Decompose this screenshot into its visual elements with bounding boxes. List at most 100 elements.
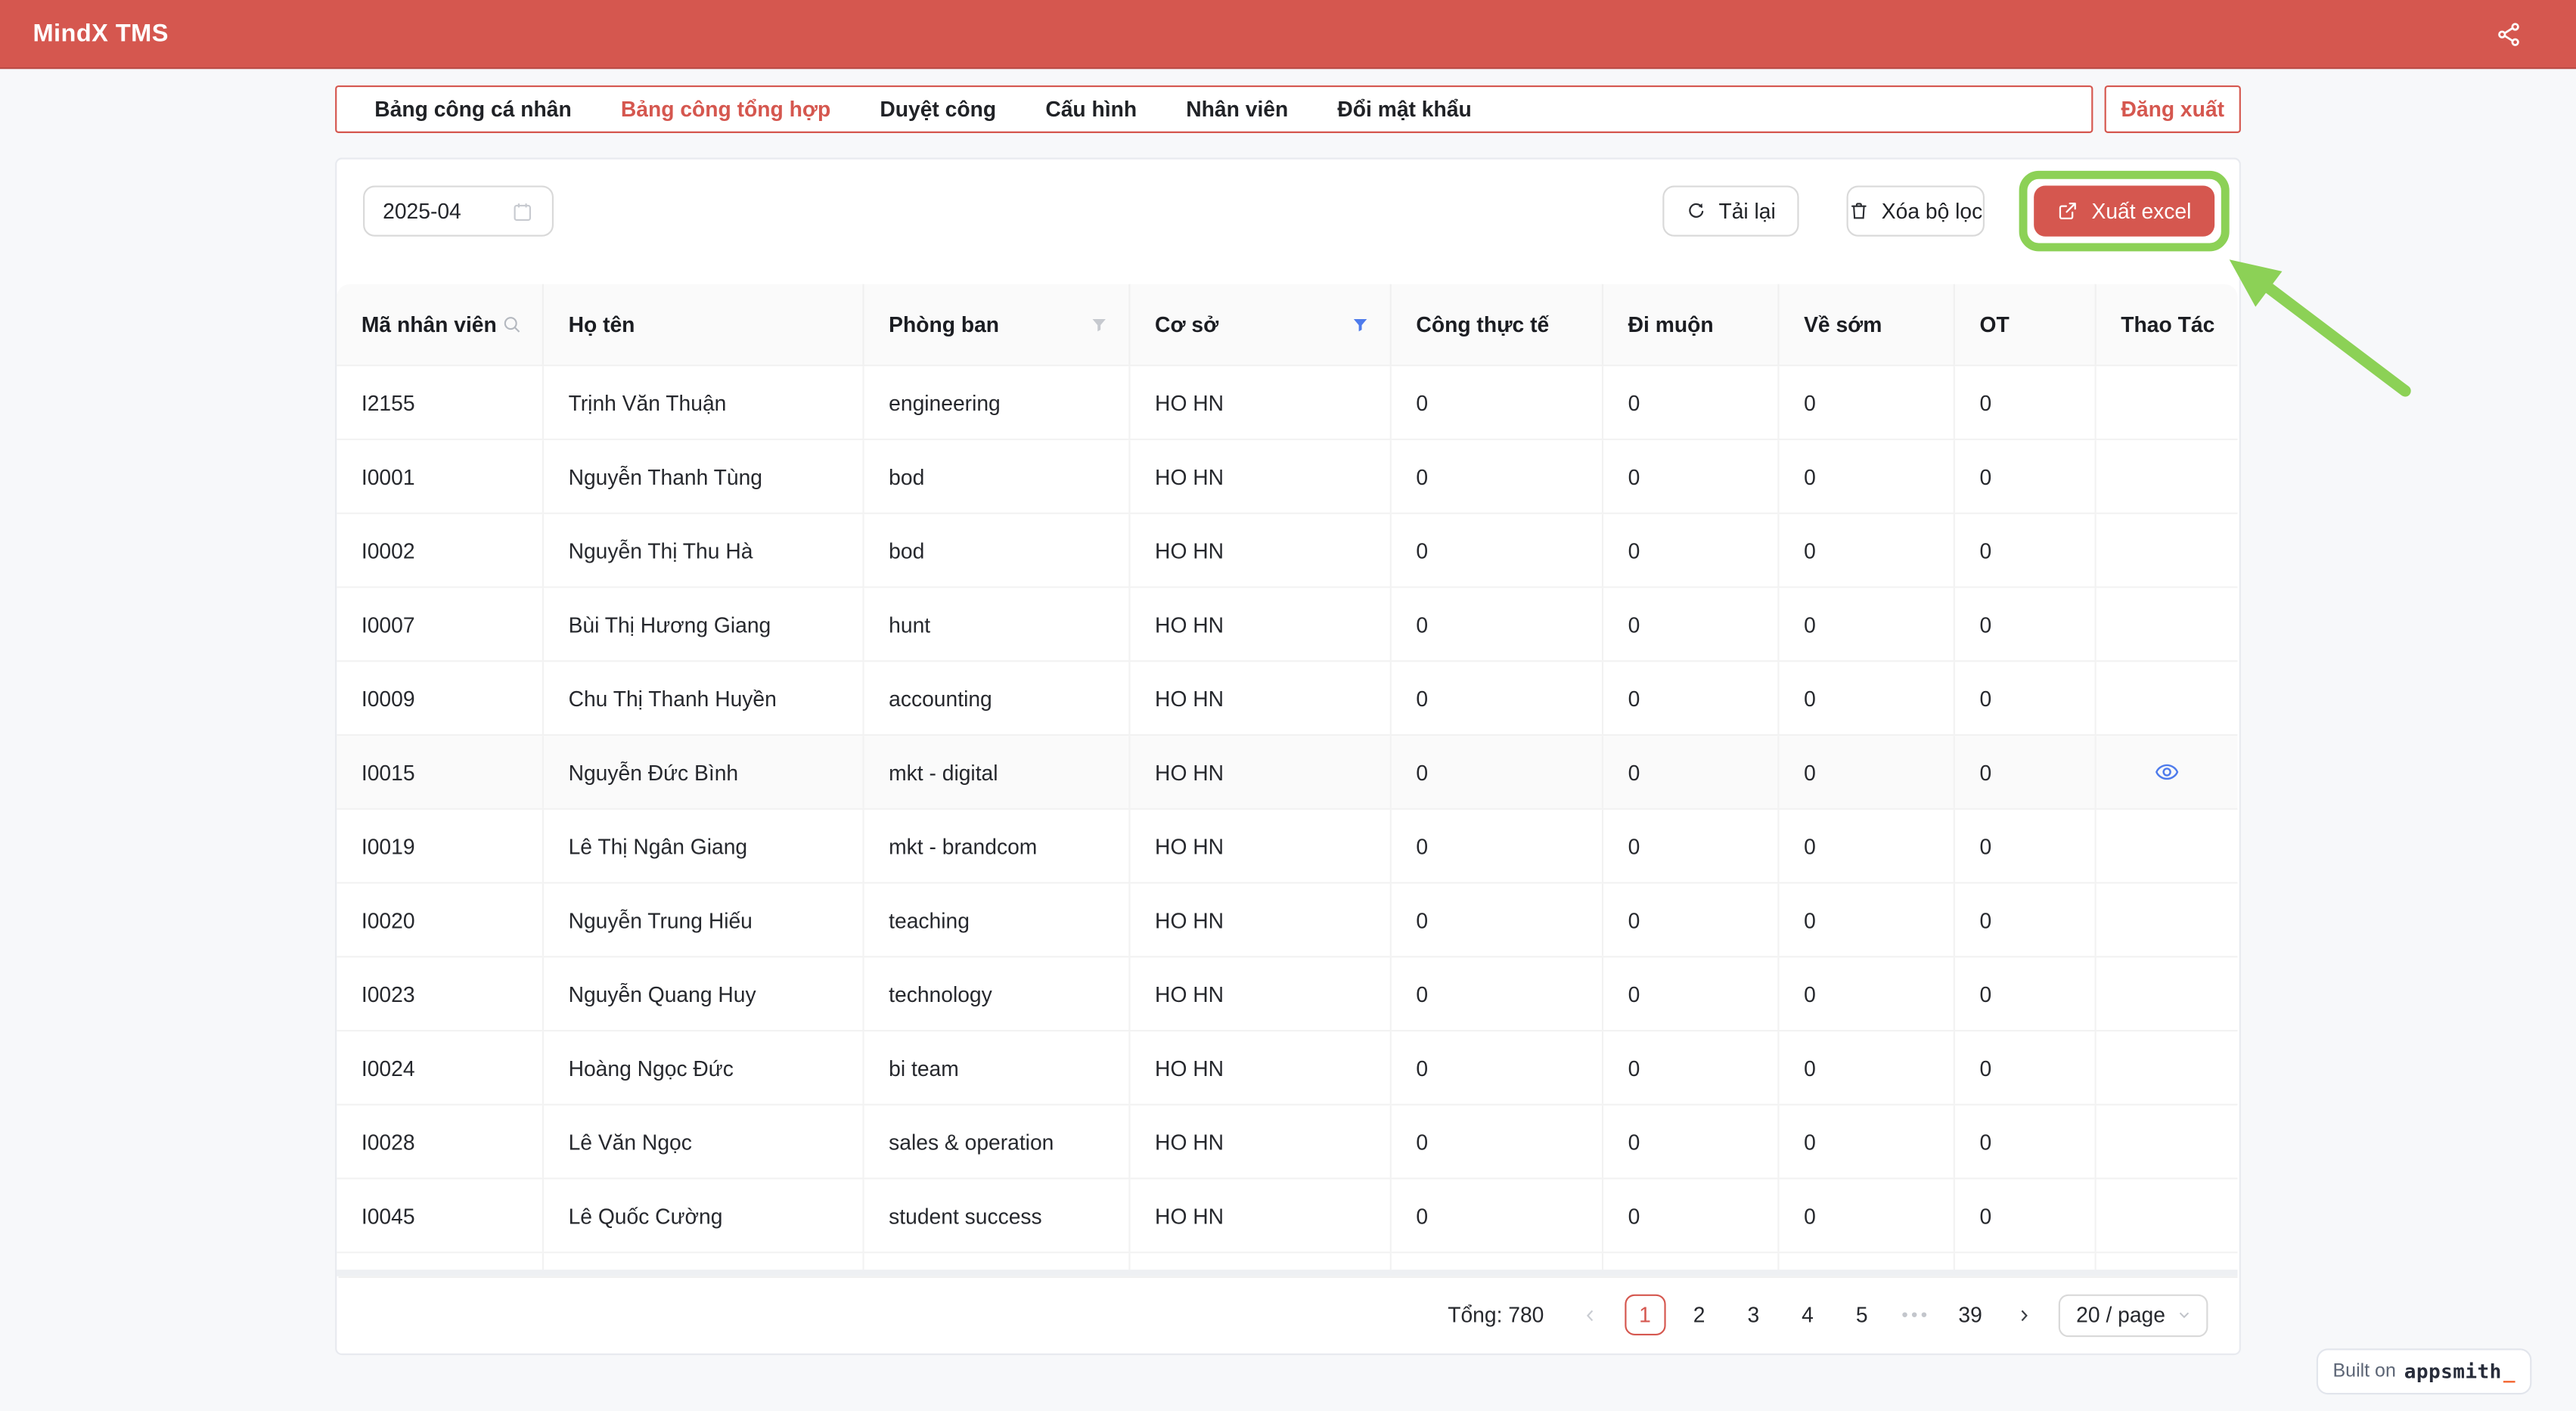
search-icon[interactable] (501, 314, 523, 335)
filter-icon[interactable] (1089, 315, 1109, 334)
cell (1392, 1253, 1603, 1270)
table-row[interactable]: I0028Lê Văn Ngọcsales & operationHO HN00… (337, 1106, 2237, 1180)
tab-duyệt-công[interactable]: Duyệt công (880, 97, 996, 122)
tab-nhân-viên[interactable]: Nhân viên (1186, 97, 1288, 122)
column-header-label: Họ tên (569, 312, 635, 337)
trash-icon (1848, 200, 1870, 222)
table-row[interactable]: I0045Lê Quốc Cườngstudent successHO HN00… (337, 1180, 2237, 1254)
cell: 0 (1955, 366, 2096, 439)
pagination-total: Tổng: 780 (1448, 1303, 1544, 1328)
cell: 0 (1955, 662, 2096, 734)
cell: mkt - brandcom (864, 810, 1131, 882)
cell: 0 (1603, 957, 1779, 1030)
column-header-label: Đi muộn (1628, 312, 1714, 337)
table-row-clipped (337, 1253, 2237, 1270)
cell: Nguyễn Trung Hiếu (544, 884, 864, 957)
cell: HO HN (1130, 957, 1391, 1030)
column-header-label: Thao Tác (2121, 312, 2214, 337)
prev-page-button[interactable] (1570, 1295, 1611, 1335)
main-card: 2025-04 Tải lại Xóa bộ lọc Xuất excel Mã… (335, 158, 2241, 1356)
cell: 0 (1779, 884, 1954, 957)
view-detail-eye-icon[interactable] (2153, 759, 2180, 786)
cell: accounting (864, 662, 1131, 734)
cell: I0009 (337, 662, 544, 734)
cell: Nguyễn Quang Huy (544, 957, 864, 1030)
page-button-4[interactable]: 4 (1787, 1295, 1828, 1335)
cell (1779, 1253, 1954, 1270)
tab-bảng-công-tổng-hợp[interactable]: Bảng công tổng hợp (621, 97, 830, 122)
cell (2096, 1253, 2236, 1270)
page-button-3[interactable]: 3 (1733, 1295, 1774, 1335)
action-cell (2096, 588, 2236, 661)
column-header: Phòng ban (864, 284, 1131, 364)
cell (1130, 1253, 1391, 1270)
reload-button[interactable]: Tải lại (1662, 185, 1799, 236)
cell: HO HN (1130, 1031, 1391, 1104)
table-row[interactable]: I0009Chu Thị Thanh HuyềnaccountingHO HN0… (337, 662, 2237, 736)
cell: I0015 (337, 736, 544, 808)
table-row[interactable]: I0001Nguyễn Thanh TùngbodHO HN0000 (337, 440, 2237, 514)
month-picker[interactable]: 2025-04 (363, 185, 554, 236)
cell: 0 (1603, 440, 1779, 513)
cell (337, 1253, 544, 1270)
cell: 0 (1392, 514, 1603, 587)
table-row[interactable]: I0020Nguyễn Trung HiếuteachingHO HN0000 (337, 884, 2237, 958)
cell: 0 (1603, 514, 1779, 587)
action-cell (2096, 440, 2236, 513)
page-button-39[interactable]: 39 (1950, 1295, 1991, 1335)
column-header-label: Mã nhân viên (362, 312, 497, 337)
cell: 0 (1955, 588, 2096, 661)
action-cell (2096, 1180, 2236, 1252)
page-button-5[interactable]: 5 (1842, 1295, 1882, 1335)
cell: 0 (1392, 884, 1603, 957)
tab-bảng-công-cá-nhân[interactable]: Bảng công cá nhân (374, 97, 571, 122)
column-header-label: Công thực tế (1416, 312, 1549, 337)
table-row[interactable]: I0002Nguyễn Thị Thu HàbodHO HN0000 (337, 514, 2237, 588)
app-title: MindX TMS (33, 20, 168, 48)
cell: HO HN (1130, 884, 1391, 957)
column-header-label: OT (1980, 312, 2010, 337)
cell: Nguyễn Thị Thu Hà (544, 514, 864, 587)
table-row[interactable]: I0019Lê Thị Ngân Giangmkt - brandcomHO H… (337, 810, 2237, 884)
cell: 0 (1392, 1106, 1603, 1178)
export-excel-label: Xuất excel (2092, 199, 2192, 224)
cell: hunt (864, 588, 1131, 661)
calendar-icon (511, 200, 534, 222)
next-page-button[interactable] (2004, 1295, 2045, 1335)
cell: 0 (1779, 1106, 1954, 1178)
clear-filter-button[interactable]: Xóa bộ lọc (1847, 185, 1985, 236)
export-excel-button[interactable]: Xuất excel (2034, 185, 2214, 236)
tab-cấu-hình[interactable]: Cấu hình (1045, 97, 1137, 122)
page-size-select[interactable]: 20 / page (2058, 1294, 2208, 1336)
table-row[interactable]: I2155Trịnh Văn ThuậnengineeringHO HN0000 (337, 366, 2237, 440)
page-button-1[interactable]: 1 (1625, 1295, 1665, 1335)
column-header: Công thực tế (1392, 284, 1603, 364)
action-cell (2096, 736, 2236, 808)
table-row[interactable]: I0024Hoàng Ngọc Đứcbi teamHO HN0000 (337, 1031, 2237, 1106)
table-row[interactable]: I0023Nguyễn Quang HuytechnologyHO HN0000 (337, 957, 2237, 1031)
action-cell (2096, 366, 2236, 439)
table-row[interactable]: I0015Nguyễn Đức Bìnhmkt - digitalHO HN00… (337, 736, 2237, 810)
chevron-down-icon (2175, 1306, 2193, 1324)
logout-button[interactable]: Đăng xuất (2105, 85, 2241, 133)
cell: I0020 (337, 884, 544, 957)
share-icon[interactable] (2496, 21, 2522, 48)
cell: I0045 (337, 1180, 544, 1252)
page-button-2[interactable]: 2 (1679, 1295, 1720, 1335)
built-on-appsmith-badge[interactable]: Built on appsmith _ (2317, 1348, 2532, 1394)
reload-label: Tải lại (1718, 199, 1775, 224)
cell: 0 (1955, 440, 2096, 513)
cell: I0001 (337, 440, 544, 513)
tab-đổi-mật-khẩu[interactable]: Đổi mật khẩu (1337, 97, 1471, 122)
column-header-label: Phòng ban (889, 312, 999, 337)
page-size-value: 20 / page (2076, 1303, 2165, 1328)
cell: I0007 (337, 588, 544, 661)
horizontal-scrollbar[interactable] (337, 1270, 2237, 1276)
filter-icon[interactable] (1351, 315, 1370, 334)
column-header: Mã nhân viên (337, 284, 544, 364)
cell: 0 (1955, 1180, 2096, 1252)
table-row[interactable]: I0007Bùi Thị Hương GianghuntHO HN0000 (337, 588, 2237, 662)
app-root: MindX TMS Bảng công cá nhân Bảng công tổn… (0, 0, 2576, 1411)
cell: 0 (1392, 440, 1603, 513)
cell: 0 (1955, 1031, 2096, 1104)
